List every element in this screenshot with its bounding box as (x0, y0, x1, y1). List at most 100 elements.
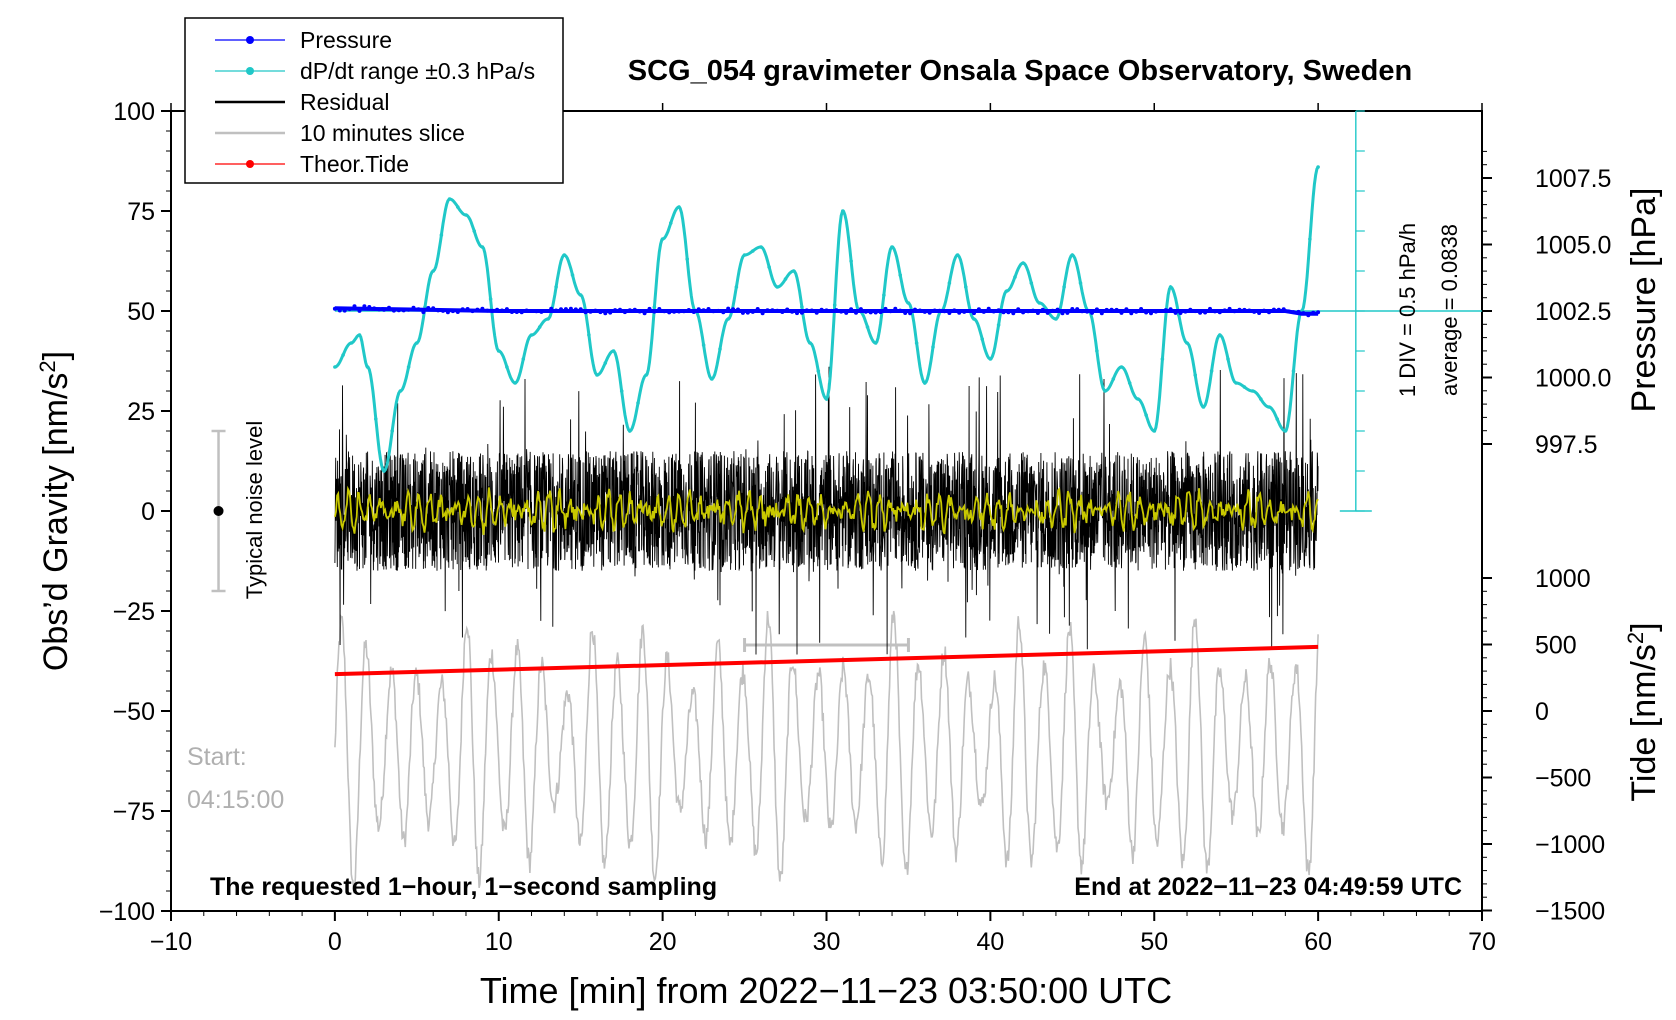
dpdt-point (480, 245, 485, 249)
pressure-point (780, 310, 785, 314)
pressure-point (1173, 310, 1178, 315)
dpdt-point (1127, 381, 1132, 385)
x-axis-label: Time [min] from 2022−11−23 03:50:00 UTC (480, 970, 1172, 1011)
pressure-point (1257, 311, 1262, 315)
dpdt-point (472, 229, 477, 233)
dpdt-point (1316, 165, 1320, 169)
dpdt-point (1259, 397, 1263, 401)
pressure-point (922, 309, 927, 314)
dpdt-point (841, 209, 845, 213)
pressure-point (795, 311, 799, 316)
dpdt-point (890, 245, 894, 249)
pressure-point (1050, 308, 1055, 313)
pressure-point (799, 310, 804, 315)
pressure-point (834, 308, 839, 313)
pressure-point (1188, 307, 1193, 312)
dpdt-point (1267, 405, 1271, 409)
dpdt-point (349, 341, 354, 345)
dpdt-point (447, 197, 452, 201)
pressure-point (986, 306, 991, 311)
pressure-point (519, 310, 524, 315)
y-tick-label-pressure: 1000.0 (1535, 365, 1611, 393)
pressure-point (480, 306, 485, 311)
dpdt-point (849, 259, 853, 263)
pressure-point (1286, 309, 1291, 314)
pressure-point (854, 310, 858, 315)
pressure-point (883, 306, 888, 311)
pressure-point (913, 307, 917, 312)
pressure-point (372, 306, 377, 311)
legend-label: Pressure (300, 27, 392, 53)
y-tick-label-tide: −1000 (1535, 831, 1605, 859)
pressure-point (967, 309, 972, 313)
pressure-point (1144, 310, 1149, 315)
pressure-point (844, 310, 849, 315)
pressure-point (1085, 309, 1090, 314)
dpdt-point (734, 285, 739, 289)
pressure-point (352, 304, 357, 309)
pressure-point (770, 308, 775, 313)
dpdt-point (521, 357, 526, 361)
pressure-point (888, 309, 893, 314)
legend-swatch-dot (246, 160, 254, 168)
dpdt-point (775, 285, 780, 289)
pressure-point (1208, 306, 1212, 311)
pressure-point (1198, 310, 1203, 315)
pressure-point (652, 309, 657, 314)
pressure-point (490, 309, 495, 314)
pressure-point (608, 310, 613, 315)
dpdt-point (406, 365, 411, 369)
legend-item: Theor.Tide (215, 151, 409, 177)
legend-swatch-dot (246, 36, 254, 44)
legend-item: Residual (215, 89, 390, 115)
pressure-point (996, 308, 1001, 313)
chart-title: SCG_054 gravimeter Onsala Space Observat… (628, 55, 1412, 87)
pressure-point (1247, 308, 1252, 313)
pressure-point (1237, 307, 1242, 312)
dpdt-point (931, 345, 935, 349)
dpdt-point (751, 249, 755, 253)
pressure-point (1178, 311, 1183, 315)
pressure-point (475, 307, 480, 312)
y-tick-label-gravity: −100 (99, 898, 155, 926)
dpdt-point (1013, 275, 1017, 279)
pressure-point (568, 306, 573, 311)
pressure-point (790, 309, 795, 314)
pressure-point (1075, 307, 1080, 312)
dpdt-point (546, 317, 550, 321)
y-tick-label-pressure: 1005.0 (1535, 232, 1611, 260)
dpdt-point (906, 301, 911, 305)
dpdt-point (1136, 397, 1140, 401)
dpdt-point (570, 273, 575, 277)
axis-ticks: −10 0 10 20 30 40 50 60 701007550250−25−50−75−10… (99, 98, 1612, 956)
dpdt-point (701, 343, 706, 347)
dpdt-point (914, 341, 919, 345)
dpdt-point (980, 337, 984, 341)
pressure-point (740, 310, 745, 315)
pressure-point (681, 309, 686, 314)
pressure-point (544, 309, 549, 313)
pressure-point (868, 310, 873, 315)
pressure-point (981, 309, 986, 314)
dpdt-point (1070, 253, 1075, 257)
x-tick-label: 30 (813, 928, 841, 956)
legend-label: Theor.Tide (300, 151, 409, 177)
y-tick-label-pressure: 1007.5 (1535, 165, 1611, 193)
dpdt-point (865, 325, 870, 329)
pressure-point (559, 307, 563, 312)
pressure-point (991, 309, 996, 314)
dpdt-point (357, 333, 362, 337)
pressure-point (406, 307, 411, 312)
dpdt-point (1201, 405, 1206, 409)
pressure-point (382, 307, 386, 312)
x-tick-label: −10 (150, 928, 192, 956)
pressure-point (622, 310, 627, 315)
legend-label: dP/dt range ±0.3 hPa/s (300, 58, 535, 84)
pressure-point (893, 306, 898, 311)
pressure-point (726, 306, 731, 311)
bottom-right-note: End at 2022−11−23 04:49:59 UTC (1074, 873, 1462, 901)
y-tick-label-gravity: 75 (127, 198, 155, 226)
dpdt-point (824, 397, 829, 401)
pressure-point (1031, 308, 1035, 313)
pressure-point (1163, 308, 1168, 313)
